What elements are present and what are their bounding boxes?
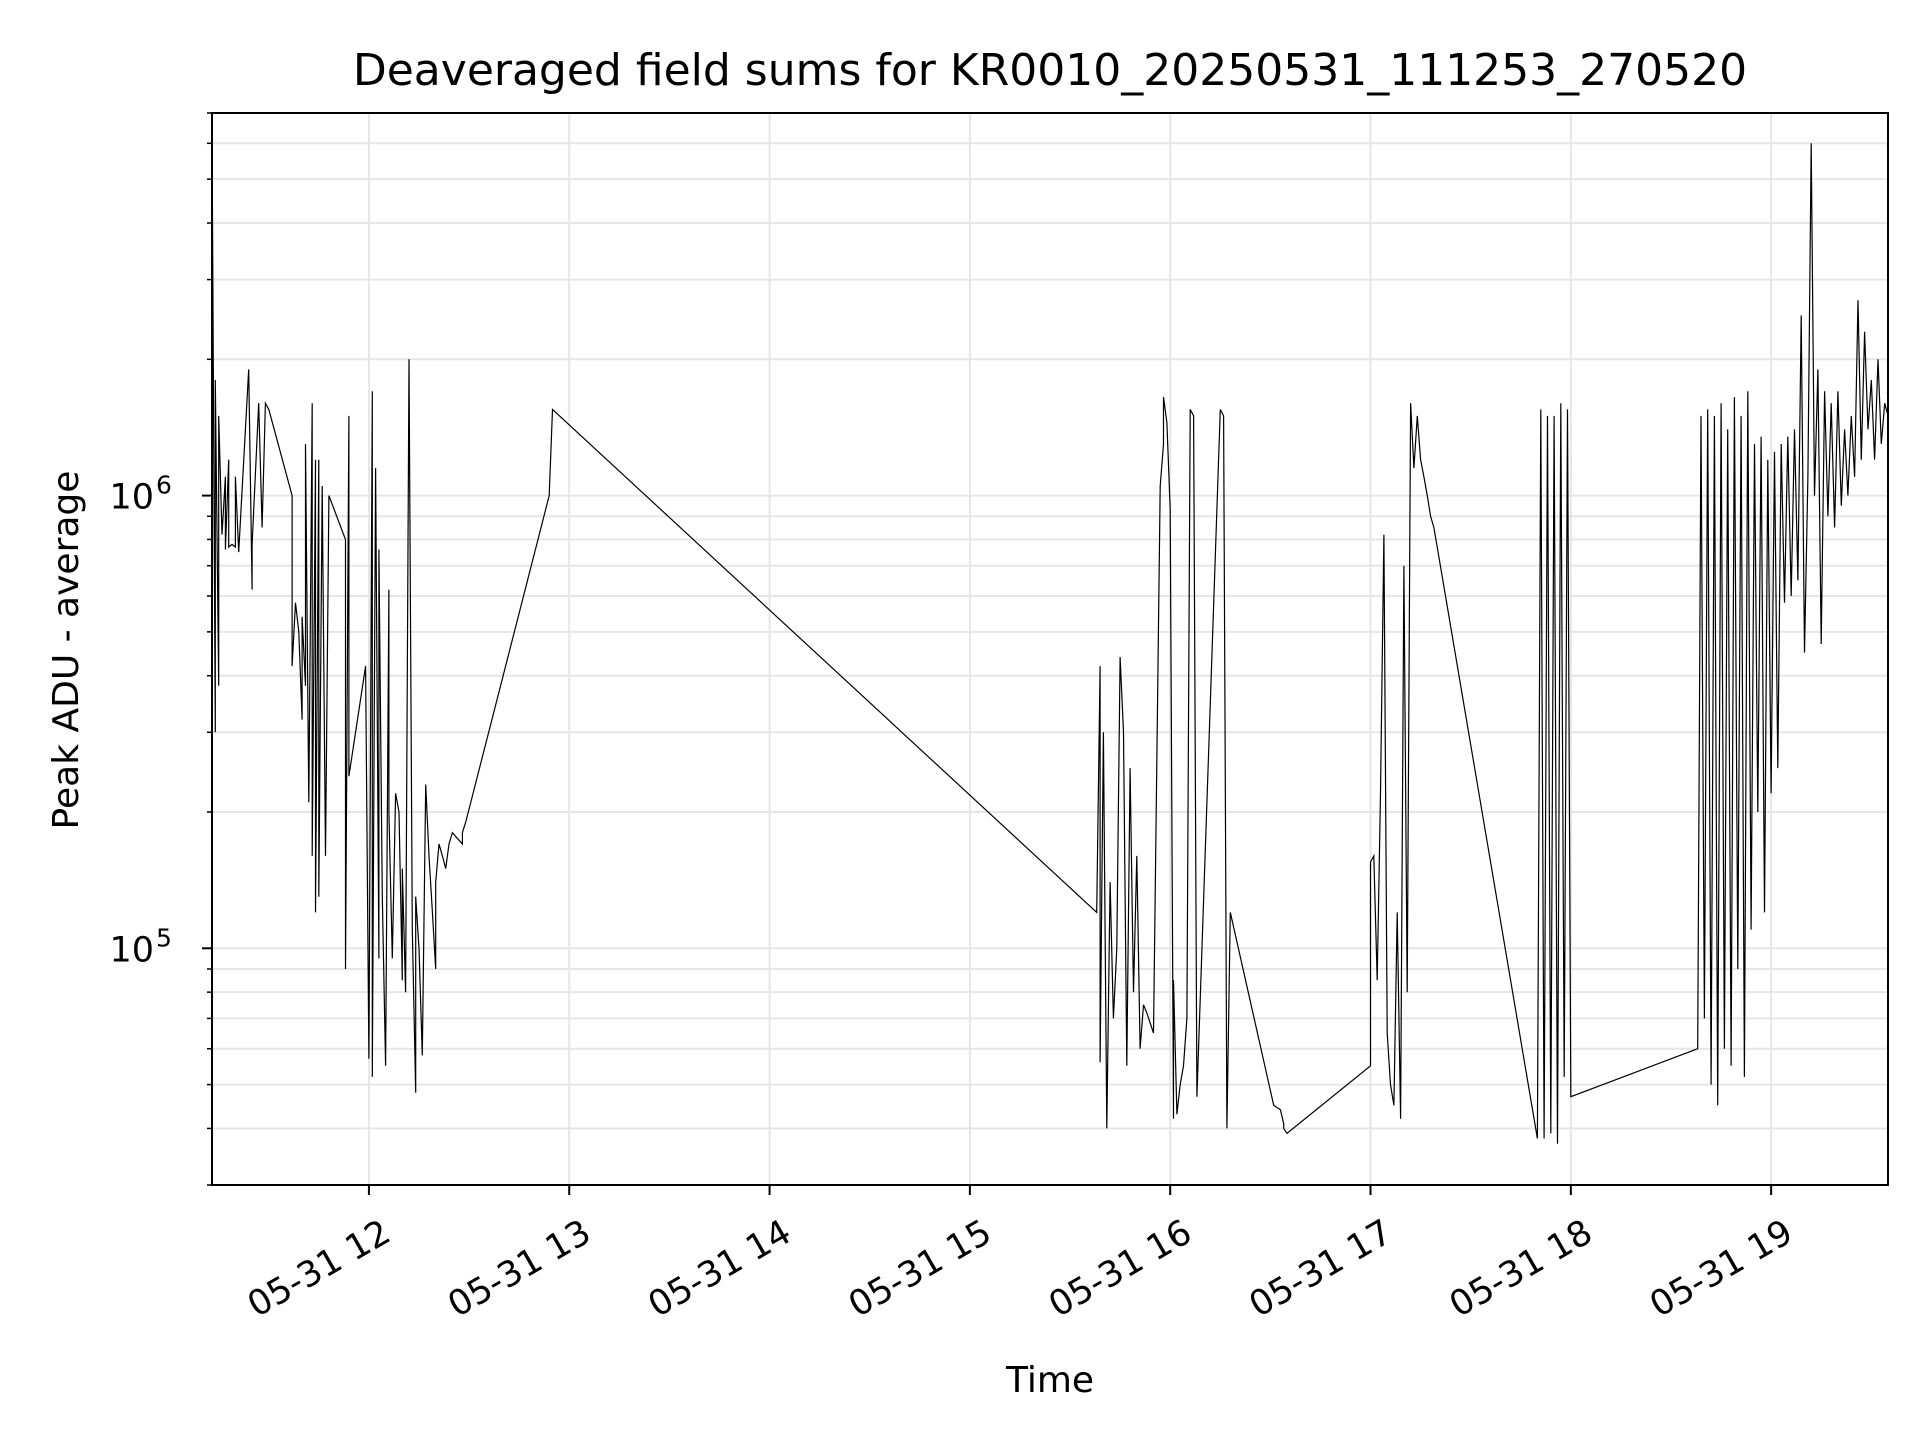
chart-title: Deaveraged field sums for KR0010_2025053… [353, 45, 1747, 96]
series-line [211, 127, 1889, 1144]
y-tick-exponent: 6 [156, 471, 172, 500]
x-ticks: 05-31 12 05-31 13 05-31 14 05-31 15 05-31 16… [241, 1185, 1800, 1326]
x-tick-label: 05-31 18 [1443, 1212, 1599, 1325]
x-tick-label: 05-31 16 [1042, 1212, 1198, 1325]
x-tick-label: 05-31 17 [1243, 1212, 1399, 1325]
x-tick-label: 05-31 12 [241, 1212, 397, 1325]
x-axis-label: Time [1005, 1360, 1094, 1401]
x-tick-label: 05-31 19 [1643, 1212, 1799, 1325]
y-axis-label: Peak ADU - average [46, 471, 87, 830]
y-tick-exponent: 5 [156, 923, 172, 952]
y-tick-label: 10 6 [109, 471, 171, 518]
x-tick-label: 05-31 13 [441, 1212, 597, 1325]
y-tick-base: 10 [109, 930, 154, 970]
plot-frame [211, 112, 1889, 1186]
y-tick-label: 10 5 [109, 923, 171, 970]
grid [212, 112, 1888, 1186]
x-tick-label: 05-31 14 [642, 1212, 798, 1325]
y-tick-base: 10 [109, 478, 154, 518]
x-tick-label: 05-31 15 [842, 1212, 998, 1325]
